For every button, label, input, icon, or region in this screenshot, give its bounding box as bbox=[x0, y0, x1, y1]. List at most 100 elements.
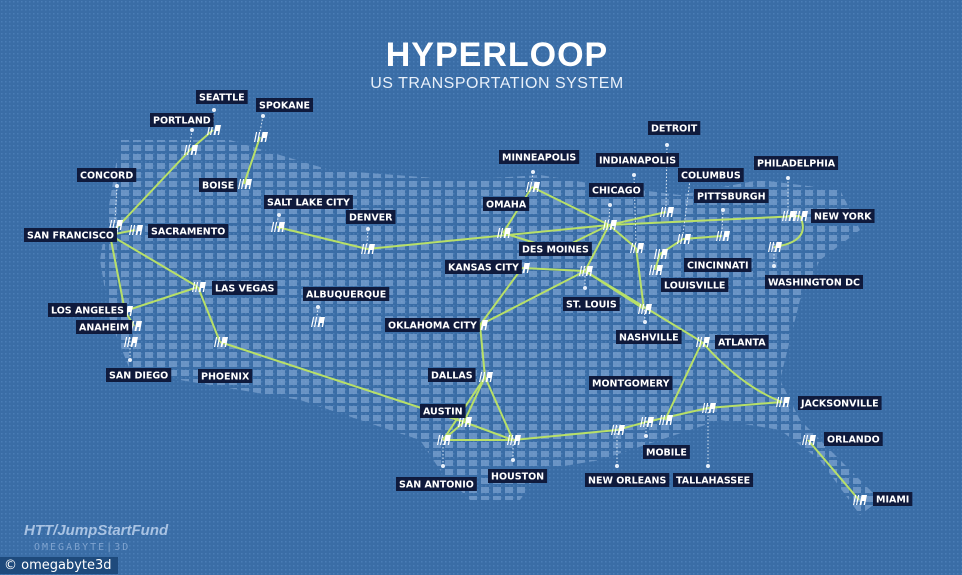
city-label-montgomery[interactable]: MONTGOMERY bbox=[589, 376, 673, 390]
label-background bbox=[754, 156, 839, 170]
route-orlando-miami bbox=[807, 439, 860, 501]
city-name: CINCINNATI bbox=[687, 261, 749, 272]
city-label-st-louis[interactable]: ST. LOUIS bbox=[563, 297, 620, 311]
city-label-washington-dc[interactable]: WASHINGTON DC bbox=[765, 275, 863, 289]
city-label-nashville[interactable]: NASHVILLE bbox=[616, 330, 682, 344]
city-label-boise[interactable]: BOISE bbox=[199, 178, 238, 192]
label-background bbox=[212, 281, 278, 295]
city-label-tallahassee[interactable]: TALLAHASSEE bbox=[673, 473, 754, 487]
label-background bbox=[765, 275, 863, 289]
city-label-spokane[interactable]: SPOKANE bbox=[256, 98, 314, 112]
route-indianapolis-nashville bbox=[635, 247, 645, 310]
label-background bbox=[303, 287, 390, 301]
city-label-kansas-city[interactable]: KANSAS CITY bbox=[445, 260, 522, 274]
label-background bbox=[661, 278, 729, 292]
label-background bbox=[256, 98, 314, 112]
city-label-los-angeles[interactable]: LOS ANGELES bbox=[48, 303, 127, 317]
route-st-louis-oklahoma-city bbox=[479, 270, 586, 326]
label-background bbox=[445, 260, 522, 274]
hyperloop-station-icon bbox=[207, 125, 221, 135]
label-background bbox=[499, 150, 580, 164]
city-label-omaha[interactable]: OMAHA bbox=[483, 197, 530, 211]
hyperloop-station-icon bbox=[497, 228, 511, 238]
city-label-salt-lake-city[interactable]: SALT LAKE CITY bbox=[264, 195, 353, 209]
city-dot bbox=[316, 305, 320, 309]
city-label-san-antonio[interactable]: SAN ANTONIO bbox=[396, 477, 477, 491]
city-label-dallas[interactable]: DALLAS bbox=[428, 368, 476, 382]
city-dot bbox=[261, 114, 265, 118]
city-name: ALBUQUERQUE bbox=[306, 290, 386, 301]
label-background bbox=[77, 168, 137, 182]
city-label-miami[interactable]: MIAMI bbox=[873, 492, 913, 506]
city-label-anaheim[interactable]: ANAHEIM bbox=[76, 320, 133, 334]
city-label-las-vegas[interactable]: LAS VEGAS bbox=[212, 281, 278, 295]
hyperloop-station-icon bbox=[660, 207, 674, 217]
city-name: SAN DIEGO bbox=[109, 371, 168, 382]
leader-line bbox=[531, 171, 534, 183]
label-background bbox=[873, 492, 913, 506]
city-label-new-orleans[interactable]: NEW ORLEANS bbox=[585, 473, 670, 487]
city-label-philadelphia[interactable]: PHILADELPHIA bbox=[754, 156, 839, 170]
label-background bbox=[824, 432, 883, 446]
label-background bbox=[643, 445, 690, 459]
route-kansas-city-st-louis bbox=[521, 267, 586, 272]
city-dot bbox=[441, 464, 445, 468]
label-background bbox=[264, 195, 353, 209]
city-label-atlanta[interactable]: ATLANTA bbox=[715, 335, 769, 349]
city-name: DENVER bbox=[349, 213, 393, 224]
label-background bbox=[199, 178, 238, 192]
hyperloop-station-icon bbox=[579, 266, 593, 276]
city-dot bbox=[644, 434, 648, 438]
hyperloop-station-icon bbox=[802, 435, 816, 445]
hyperloop-station-icon bbox=[271, 222, 285, 232]
city-label-denver[interactable]: DENVER bbox=[346, 210, 396, 224]
city-dot bbox=[128, 358, 132, 362]
route-new-orleans-houston bbox=[512, 429, 618, 441]
city-label-chicago[interactable]: CHICAGO bbox=[589, 183, 644, 197]
city-label-albuquerque[interactable]: ALBUQUERQUE bbox=[303, 287, 390, 301]
route-los-angeles-las-vegas bbox=[124, 286, 199, 312]
city-dot bbox=[583, 286, 587, 290]
label-background bbox=[196, 90, 248, 104]
label-background bbox=[76, 320, 133, 334]
city-label-des-moines[interactable]: DES MOINES bbox=[519, 242, 592, 256]
city-label-houston[interactable]: HOUSTON bbox=[488, 469, 548, 483]
city-name: MINNEAPOLIS bbox=[502, 153, 576, 164]
city-label-concord[interactable]: CONCORD bbox=[77, 168, 137, 182]
city-label-detroit[interactable]: DETROIT bbox=[648, 121, 701, 135]
hyperloop-station-icon bbox=[129, 225, 143, 235]
city-label-columbus[interactable]: COLUMBUS bbox=[678, 168, 744, 182]
label-background bbox=[346, 210, 396, 224]
city-dot bbox=[665, 143, 669, 147]
label-background bbox=[798, 396, 882, 410]
city-label-jacksonville[interactable]: JACKSONVILLE bbox=[798, 396, 882, 410]
city-label-san-diego[interactable]: SAN DIEGO bbox=[106, 368, 172, 382]
label-background bbox=[694, 189, 769, 203]
city-label-indianapolis[interactable]: INDIANAPOLIS bbox=[596, 153, 680, 167]
label-background bbox=[420, 404, 466, 418]
city-label-phoenix[interactable]: PHOENIX bbox=[198, 369, 253, 383]
city-label-minneapolis[interactable]: MINNEAPOLIS bbox=[499, 150, 580, 164]
city-name: WASHINGTON DC bbox=[768, 278, 860, 289]
route-oklahoma-city-dallas bbox=[479, 324, 486, 378]
city-label-orlando[interactable]: ORLANDO bbox=[824, 432, 883, 446]
city-label-mobile[interactable]: MOBILE bbox=[643, 445, 690, 459]
city-label-austin[interactable]: AUSTIN bbox=[420, 404, 466, 418]
hyperloop-station-icon bbox=[458, 417, 472, 427]
city-name: PHOENIX bbox=[201, 372, 250, 383]
city-label-seattle[interactable]: SEATTLE bbox=[196, 90, 248, 104]
city-label-san-francisco[interactable]: SAN FRANCISCO bbox=[24, 228, 117, 242]
city-label-new-york[interactable]: NEW YORK bbox=[811, 209, 875, 223]
city-name: LAS VEGAS bbox=[215, 284, 275, 295]
label-background bbox=[24, 228, 117, 242]
hyperloop-station-icon bbox=[659, 415, 673, 425]
city-label-portland[interactable]: PORTLAND bbox=[150, 113, 214, 127]
city-label-pittsburgh[interactable]: PITTSBURGH bbox=[694, 189, 769, 203]
city-label-sacramento[interactable]: SACRAMENTO bbox=[148, 224, 229, 238]
city-label-oklahoma-city[interactable]: OKLAHOMA CITY bbox=[385, 318, 480, 332]
city-name: ATLANTA bbox=[718, 338, 766, 349]
route-atlanta-montgomery bbox=[664, 341, 703, 421]
city-label-louisville[interactable]: LOUISVILLE bbox=[661, 278, 729, 292]
city-label-cincinnati[interactable]: CINCINNATI bbox=[684, 258, 752, 272]
